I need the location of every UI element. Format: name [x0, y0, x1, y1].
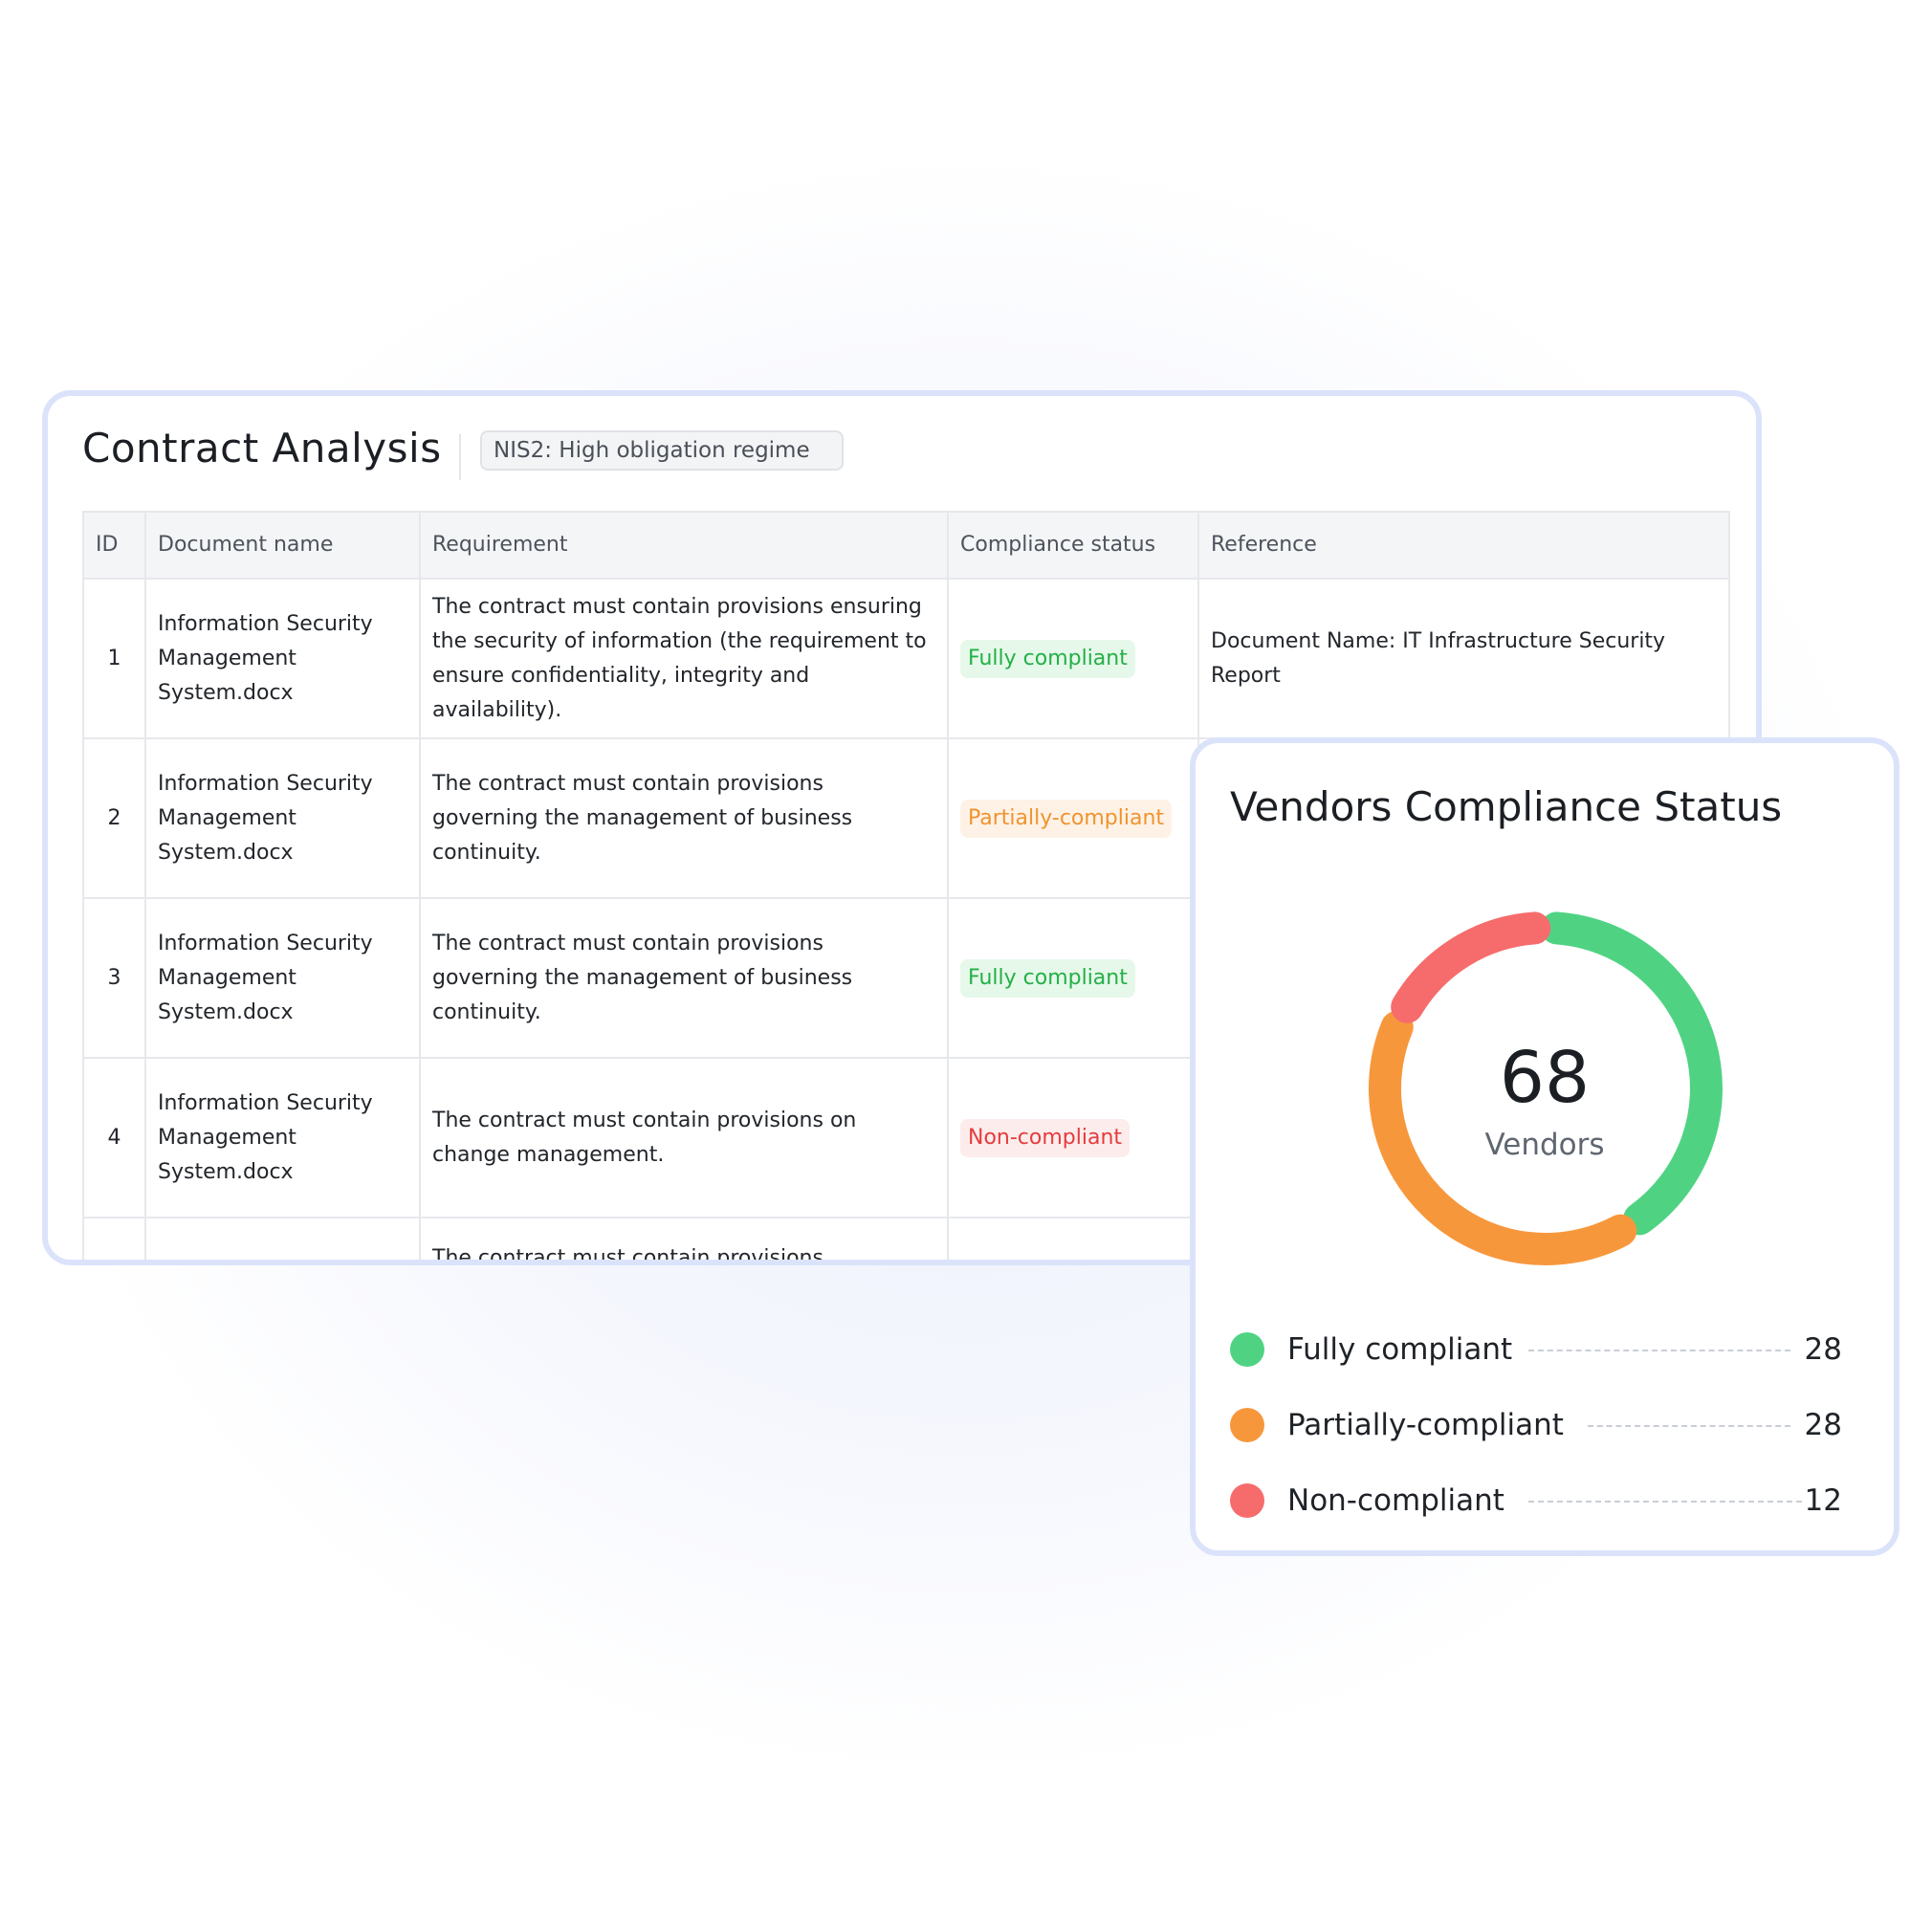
column-header-document-name[interactable]: Document name — [144, 511, 421, 580]
row-requirement: The contract must contain provisions — [419, 1217, 949, 1260]
legend-leader-line — [1588, 1425, 1790, 1427]
contract-analysis-title: Contract Analysis — [82, 425, 442, 472]
row-id: 1 — [82, 578, 146, 739]
legend-leader-line — [1528, 1350, 1790, 1351]
column-header-requirement[interactable]: Requirement — [419, 511, 949, 580]
donut-total-value: 68 — [1499, 1037, 1591, 1119]
legend-item-fully-compliant: Fully compliant 28 — [1230, 1328, 1842, 1371]
donut-total-caption: Vendors — [1484, 1128, 1605, 1162]
legend-value: 28 — [1804, 1408, 1842, 1442]
row-requirement: The contract must contain provisions on … — [419, 1057, 949, 1218]
row-document-name — [144, 1217, 421, 1260]
legend-value: 12 — [1804, 1483, 1842, 1518]
column-header-compliance-status[interactable]: Compliance status — [947, 511, 1199, 580]
row-id: 2 — [82, 737, 146, 899]
row-requirement: The contract must contain provisions ens… — [419, 578, 949, 739]
row-status-cell: Fully compliant — [947, 578, 1199, 739]
legend-value: 28 — [1804, 1332, 1842, 1367]
status-badge[interactable]: Non-compliant — [960, 1118, 1131, 1157]
status-badge[interactable]: Partially-compliant — [960, 799, 1173, 838]
row-status-cell: Non-compliant — [947, 1057, 1199, 1218]
status-badge[interactable]: Fully compliant — [960, 639, 1135, 678]
table-header-row: ID Document name Requirement Compliance … — [82, 511, 1730, 580]
row-document-name: Information Security Management System.d… — [144, 578, 421, 739]
legend-item-non-compliant: Non-compliant 12 — [1230, 1480, 1842, 1522]
row-document-name: Information Security Management System.d… — [144, 737, 421, 899]
legend-label: Partially-compliant — [1287, 1408, 1564, 1442]
row-id: 3 — [82, 897, 146, 1059]
row-requirement: The contract must contain provisions gov… — [419, 897, 949, 1059]
donut-segment-non-compliant[interactable] — [1391, 911, 1551, 1023]
column-header-reference[interactable]: Reference — [1197, 511, 1730, 580]
legend-dot-orange — [1230, 1408, 1264, 1442]
row-requirement: The contract must contain provisions gov… — [419, 737, 949, 899]
row-status-cell — [947, 1217, 1199, 1260]
row-id — [82, 1217, 146, 1260]
row-reference: Document Name: IT Infrastructure Securit… — [1197, 578, 1730, 739]
legend-item-partially-compliant: Partially-compliant 28 — [1230, 1404, 1842, 1446]
row-document-name: Information Security Management System.d… — [144, 1057, 421, 1218]
row-status-cell: Fully compliant — [947, 897, 1199, 1059]
status-badge[interactable]: Fully compliant — [960, 958, 1135, 998]
table-row[interactable]: 1 Information Security Management System… — [82, 578, 1730, 739]
compliance-donut-chart — [1369, 911, 1723, 1265]
vendors-compliance-title: Vendors Compliance Status — [1230, 783, 1783, 830]
donut-segment-partially-compliant[interactable] — [1369, 1010, 1637, 1265]
title-divider — [459, 434, 461, 480]
column-header-id[interactable]: ID — [82, 511, 146, 580]
legend-dot-red — [1230, 1483, 1264, 1518]
row-id: 4 — [82, 1057, 146, 1218]
legend-dot-green — [1230, 1332, 1264, 1367]
legend-label: Non-compliant — [1287, 1483, 1504, 1518]
regime-filter-chip[interactable]: NIS2: High obligation regime — [480, 430, 844, 471]
donut-segment-fully-compliant[interactable] — [1540, 911, 1723, 1236]
row-document-name: Information Security Management System.d… — [144, 897, 421, 1059]
legend-label: Fully compliant — [1287, 1332, 1513, 1367]
vendors-compliance-card: Vendors Compliance Status 68 Vendors Ful… — [1190, 737, 1899, 1556]
legend-leader-line — [1528, 1501, 1802, 1503]
row-status-cell: Partially-compliant — [947, 737, 1199, 899]
